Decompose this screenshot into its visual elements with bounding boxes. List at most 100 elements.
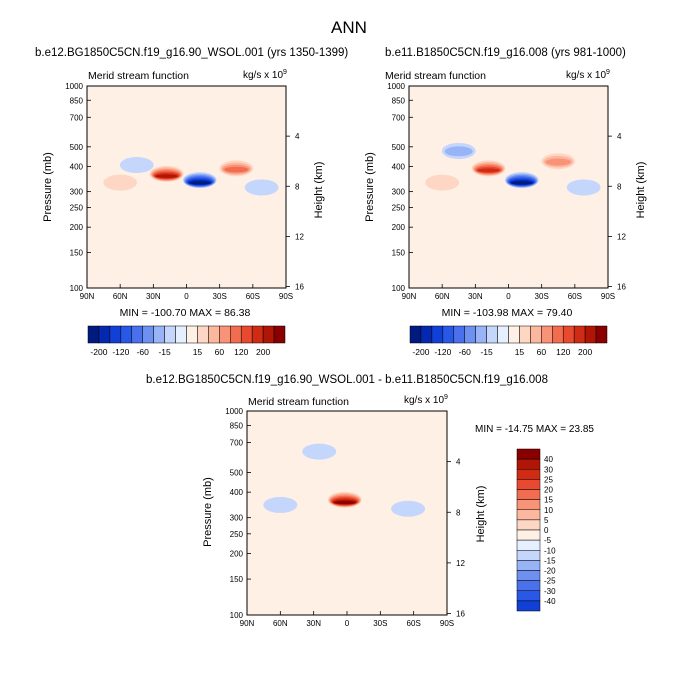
panel-3-xtick-label: 90N	[240, 619, 255, 628]
panel-1-cell-5-level-0	[244, 179, 279, 196]
colorbar-top-right-swatch	[420, 325, 433, 344]
panel-3-cell-1-level-0	[302, 443, 337, 460]
panel-2-run-title: b.e11.B1850C5CN.f19_g16.008 (yrs 981-100…	[385, 47, 626, 59]
panel-1-run-title: b.e12.BG1850C5CN.f19_g16.90_WSOL.001 (yr…	[35, 47, 348, 59]
colorbar-bottom-swatch	[516, 529, 541, 541]
colorbar-top-right-label: -120	[434, 347, 451, 357]
colorbar-top-left-swatch	[219, 325, 231, 344]
colorbar-top-left-swatch	[240, 325, 253, 344]
panel-1-cell-1-level-0	[119, 157, 154, 174]
panel-3-ytick-label: 150	[230, 575, 244, 584]
colorbar-top-right-label: 15	[515, 347, 525, 357]
panel-2-xtick-label: 90S	[601, 292, 615, 301]
panel-1-ytick-label: 400	[70, 162, 84, 171]
colorbar-top-left-swatch	[186, 325, 198, 344]
colorbar-bottom-swatch	[516, 550, 541, 561]
colorbar-top-left-swatch	[98, 325, 111, 344]
colorbar-top-right-label: 60	[537, 347, 547, 357]
panel-2-htick-label: 8	[617, 182, 622, 191]
panel-3-cell-2-level-7	[334, 501, 356, 504]
colorbar-top-left-swatch	[197, 325, 209, 344]
panel-3-minmax: MIN = -14.75 MAX = 23.85	[475, 424, 594, 435]
colorbar-top-right-swatch	[486, 325, 498, 344]
panel-2-ytick-label: 250	[392, 204, 406, 213]
panel-1-cell-0-level-0	[103, 174, 138, 191]
panel-3-ytick-label: 400	[230, 488, 244, 497]
colorbar-top-right-label: -200	[412, 347, 429, 357]
panel-1-ytick-label: 500	[70, 143, 84, 152]
colorbar-bottom-label: -25	[544, 577, 556, 586]
panel-1-xtick-label: 30N	[146, 292, 161, 301]
panel-3-ytick-label: 200	[230, 550, 244, 559]
colorbar-top-left-swatch	[142, 325, 154, 344]
panel-2-units: kg/s x 109	[566, 69, 610, 81]
colorbar-top-left-swatch	[273, 325, 286, 344]
colorbar-top-right-swatch	[431, 325, 444, 344]
panel-2-xtick-label: 60N	[435, 292, 450, 301]
colorbar-top-right-label: -15	[480, 347, 493, 357]
colorbar-top-left-label: -120	[112, 347, 129, 357]
panel-1-ytick-label: 1000	[65, 82, 83, 91]
panel-1-ytick-label: 100	[70, 284, 84, 293]
colorbar-top-right-swatch	[552, 325, 564, 344]
colorbar-top-left-swatch	[175, 325, 187, 344]
panel-1-htick-label: 4	[295, 132, 300, 141]
colorbar-top-left-label: -15	[158, 347, 171, 357]
panel-1-cell-2-level-6	[155, 174, 178, 178]
panel-2-cell-1-level-1	[444, 146, 473, 157]
colorbar-top-right-swatch	[497, 325, 509, 344]
colorbar-top-right-label: 120	[556, 347, 570, 357]
panel-3-ytick-label: 1000	[225, 407, 243, 416]
panel-3-ylabel-left: Pressure (mb)	[202, 477, 214, 547]
panel-3-ytick-label: 300	[230, 514, 244, 523]
colorbar-top-right-label: 200	[578, 347, 592, 357]
panel-2-plot: 100 150 200 250 300 400 500 700 850 1000 90N 60N 30N…	[387, 82, 626, 301]
panel-3-cell-0-level-0	[263, 496, 298, 513]
panel-2-units-label: kg/s x 10	[566, 70, 606, 81]
panel-2-cell-5-level-0	[566, 179, 601, 196]
colorbar-bottom-swatch	[516, 590, 541, 602]
colorbar-bottom-label: 15	[544, 496, 553, 505]
colorbar-top-right: -200 -120 -60 -15 15 60 120 200	[409, 325, 608, 357]
panel-3-xtick-label: 60S	[407, 619, 421, 628]
panel-3-xtick-label: 90S	[440, 619, 454, 628]
panel-2-htick-label: 4	[617, 132, 622, 141]
colorbar-bottom-swatch	[516, 539, 541, 551]
colorbar-bottom-label: 30	[544, 465, 553, 474]
panel-1-htick-label: 8	[295, 182, 300, 191]
panel-3-plot: 100 150 200 250 300 400 500 700 850 1000 90N 60N 30N…	[225, 407, 465, 628]
panel-2-ytick-label: 150	[392, 248, 406, 257]
colorbar-bottom-label: 25	[544, 475, 553, 484]
colorbar-top-left-label: 120	[234, 347, 248, 357]
panel-3-cell-3-level-0	[391, 500, 426, 517]
panel-1-plot: 100 150 200 250 300 400 500 700 850 1000 90N 60N 30N…	[65, 82, 304, 301]
colorbar-top-right-swatch	[475, 325, 487, 344]
colorbar-bottom-label: 40	[544, 455, 553, 464]
colorbar-bottom-label: -40	[544, 597, 556, 606]
colorbar-top-left-label: -60	[137, 347, 150, 357]
colorbar-top-left-swatch	[153, 325, 165, 344]
colorbar-top-left-swatch	[131, 325, 143, 344]
panel-3: b.e12.BG1850C5CN.f19_g16.90_WSOL.001 - b…	[146, 374, 594, 628]
panel-1-ytick-label: 850	[70, 96, 84, 105]
colorbar-bottom-label: 5	[544, 516, 549, 525]
colorbar-bottom-label: -15	[544, 556, 556, 565]
panel-3-units-label: kg/s x 10	[404, 395, 444, 406]
colorbar-top-left-swatch	[208, 325, 220, 344]
panel-2-ytick-label: 700	[392, 113, 406, 122]
colorbar-top-right-swatch	[519, 325, 531, 344]
panel-3-units: kg/s x 109	[404, 394, 448, 406]
colorbar-top-right-swatch	[409, 325, 422, 344]
panel-1-ytick-label: 150	[70, 248, 84, 257]
panel-1-minmax: MIN = -100.70 MAX = 86.38	[120, 307, 251, 319]
colorbar-top-right-swatch	[584, 325, 597, 344]
colorbar-top-right-swatch	[530, 325, 542, 344]
panel-1-units: kg/s x 109	[243, 69, 287, 81]
panel-2-htick-label: 12	[617, 232, 626, 241]
panel-2-xtick-label: 30S	[535, 292, 549, 301]
colorbar-top-left-swatch	[120, 325, 133, 344]
panel-1-ytick-label: 200	[70, 223, 84, 232]
colorbar-bottom-swatch	[516, 458, 541, 470]
panel-1-xtick-label: 30S	[213, 292, 227, 301]
